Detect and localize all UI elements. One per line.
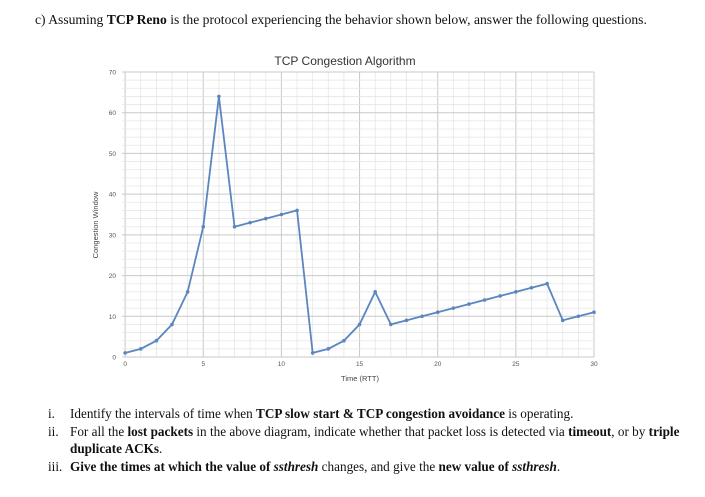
data-point [326,347,331,351]
y-tick-label: 70 [109,70,117,77]
question-number: iii. [48,458,63,474]
data-point [435,310,440,315]
question-ii: ii. For all the lost packets in the abov… [48,423,688,458]
x-tick-labels: 0 5 10 15 20 25 30 [123,361,598,368]
data-point [373,290,377,294]
x-tick-label: 15 [356,361,364,368]
data-point [467,302,471,306]
x-tick-label: 5 [201,361,205,368]
data-point [295,208,299,213]
x-tick-label: 10 [278,361,286,368]
data-point [576,314,581,319]
data-point [279,212,284,217]
y-tick-label: 50 [109,151,117,158]
data-point [232,224,237,229]
data-point [482,298,487,302]
y-tick-label: 0 [112,355,116,362]
data-point [545,281,549,286]
data-point [263,216,268,221]
question-text: Give the times at which the value of sst… [70,458,561,474]
data-point [592,310,596,315]
intro-protocol: TCP Reno [106,12,167,27]
intro-suffix: is the protocol experiencing the behavio… [166,12,647,27]
y-tick-label: 40 [109,192,117,199]
data-point [451,306,456,310]
data-point [138,347,143,351]
chart-grid [122,71,595,358]
question-text: For all the lost packets in the above di… [70,423,680,457]
data-point [248,220,252,225]
y-tick-label: 10 [109,314,117,321]
chart-title: TCP Congestion Algorithm [274,54,415,68]
data-point [404,318,409,323]
x-axis-label: Time (RTT) [341,374,379,383]
data-point [154,338,159,343]
data-point [357,322,362,327]
data-point [514,290,518,294]
data-points [123,94,596,355]
congestion-chart: TCP Congestion Algorithm 010203040506070… [91,54,598,383]
question-number: i. [48,406,55,421]
y-tick-label: 60 [109,110,117,117]
question-text: Identify the intervals of time when TCP … [70,406,574,421]
data-point [185,290,190,294]
data-point [529,285,534,290]
question-iii: iii. Give the times at which the value o… [48,458,688,476]
data-point [420,314,424,319]
y-tick-label: 20 [109,273,117,280]
data-point [560,318,565,323]
y-tick-label: 30 [109,232,117,239]
question-intro: c) Assuming TCP Reno is the protocol exp… [35,12,647,28]
x-tick-label: 20 [434,361,442,368]
question-i: i. Identify the intervals of time when T… [48,405,688,423]
intro-prefix: c) Assuming [35,12,107,27]
question-list: i. Identify the intervals of time when T… [48,405,688,475]
data-point [389,322,393,327]
data-point [201,224,206,229]
x-tick-label: 0 [123,361,127,368]
data-point [170,322,174,327]
x-tick-label: 30 [590,361,598,368]
y-axis-label: Congestion Window [91,191,100,258]
question-number: ii. [48,423,59,439]
data-point [217,94,221,99]
data-point [310,351,315,355]
data-point [123,351,127,355]
y-tick-labels: 0 10 20 30 40 50 60 70 [109,70,117,362]
data-point [342,338,346,343]
x-tick-label: 25 [512,361,520,368]
data-point [498,294,503,298]
